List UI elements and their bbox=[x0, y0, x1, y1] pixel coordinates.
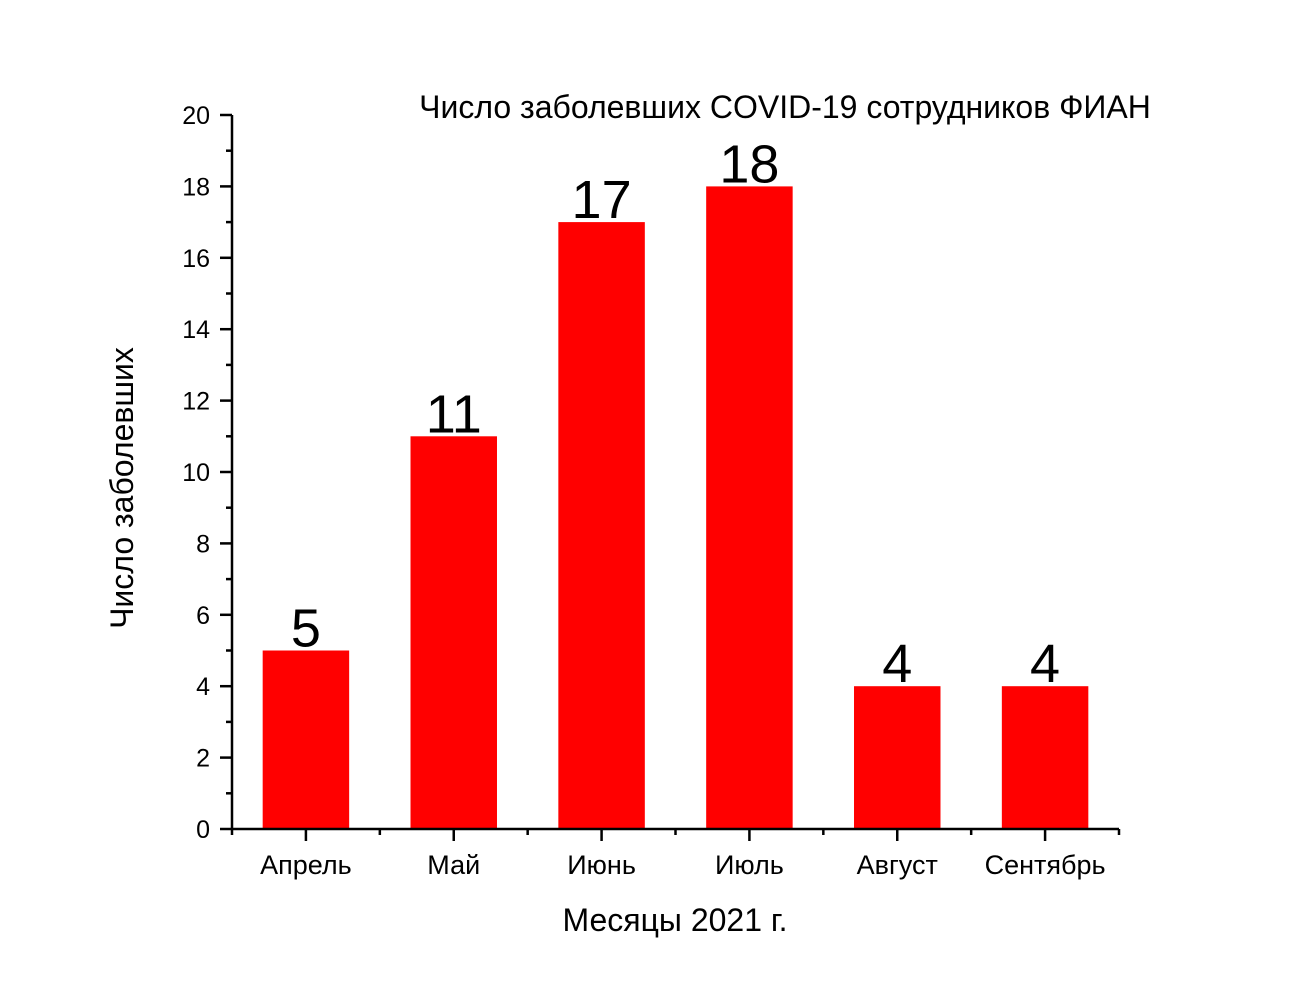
x-tick-label-0: Апрель bbox=[260, 850, 352, 880]
y-tick-label-4: 8 bbox=[196, 530, 210, 558]
x-tick-label-1: Май bbox=[427, 850, 480, 880]
data-label-5: 4 bbox=[1030, 634, 1060, 694]
data-label-1: 11 bbox=[426, 384, 482, 444]
data-label-2: 17 bbox=[572, 170, 632, 230]
y-axis-title: Число заболевших bbox=[104, 347, 140, 629]
y-tick-label-9: 18 bbox=[182, 173, 210, 201]
bar-0 bbox=[262, 650, 350, 829]
y-tick-label-10: 20 bbox=[182, 102, 210, 130]
x-tick-label-2: Июнь bbox=[567, 850, 636, 880]
y-tick-label-3: 6 bbox=[196, 602, 210, 630]
data-label-4: 4 bbox=[882, 634, 912, 694]
bar-2 bbox=[558, 222, 645, 830]
x-axis: Апрель Май Июнь Июль Август Сентябрь bbox=[230, 827, 1121, 880]
data-label-3: 18 bbox=[719, 134, 779, 194]
y-tick-label-6: 12 bbox=[182, 388, 210, 416]
bar-4 bbox=[854, 686, 941, 829]
y-tick-label-2: 4 bbox=[196, 673, 210, 701]
x-tick-label-3: Июль bbox=[715, 850, 784, 880]
y-tick-label-1: 2 bbox=[196, 745, 210, 773]
bar-3 bbox=[706, 186, 793, 829]
y-axis: 0 2 4 6 8 10 12 14 16 18 20 bbox=[182, 102, 234, 844]
y-tick-label-8: 16 bbox=[182, 245, 210, 273]
bar-5 bbox=[1001, 686, 1089, 829]
chart-title: Число заболевших COVID-19 сотрудников ФИ… bbox=[419, 89, 1151, 125]
bar-1 bbox=[410, 436, 497, 829]
y-tick-label-7: 14 bbox=[182, 316, 210, 344]
data-label-0: 5 bbox=[291, 599, 321, 659]
x-tick-label-5: Сентябрь bbox=[985, 850, 1106, 880]
y-tick-label-5: 10 bbox=[182, 459, 210, 487]
x-axis-title: Месяцы 2021 г. bbox=[562, 902, 787, 938]
y-tick-label-0: 0 bbox=[196, 816, 210, 844]
x-tick-label-4: Август bbox=[857, 850, 938, 880]
data-labels-group: 5 11 17 18 4 4 bbox=[291, 134, 1060, 694]
bars-group bbox=[262, 186, 1089, 830]
